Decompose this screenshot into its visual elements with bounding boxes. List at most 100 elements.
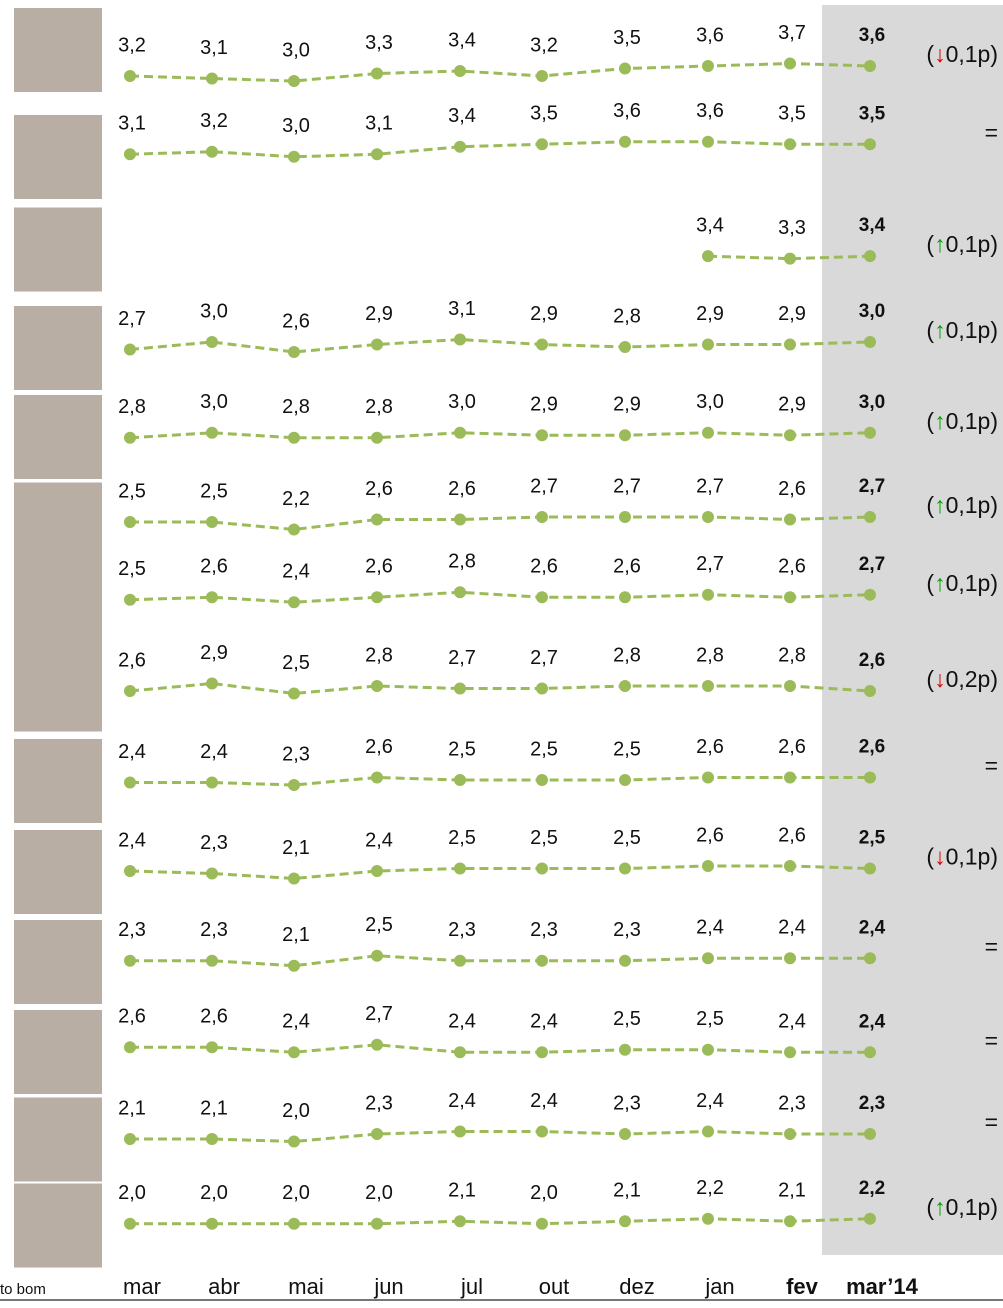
value-label: 2,3 (200, 919, 228, 941)
value-label: 2,6 (118, 1006, 146, 1028)
value-label: 2,6 (118, 649, 146, 671)
value-label: 3,0 (859, 392, 885, 413)
point (784, 338, 796, 351)
value-label: 2,6 (778, 736, 806, 758)
value-label: 2,5 (282, 652, 310, 674)
point (536, 70, 548, 82)
change-label: (↑0,1p) (926, 408, 998, 434)
point (702, 426, 714, 439)
value-label: 2,1 (448, 1180, 476, 1202)
point (206, 677, 218, 690)
point (288, 596, 300, 609)
point (864, 60, 876, 72)
point (784, 680, 796, 692)
point (864, 1212, 876, 1225)
value-label: 2,7 (859, 476, 885, 497)
point (288, 779, 300, 791)
point (864, 138, 876, 151)
value-label: 2,5 (696, 1008, 724, 1030)
portrait (14, 482, 102, 567)
point (206, 145, 218, 158)
value-label: 2,3 (118, 919, 146, 941)
x-tick-label: jul (460, 1274, 483, 1299)
portrait (14, 920, 102, 1004)
point (702, 60, 714, 72)
change-part: 0,1p) (946, 231, 998, 257)
point (536, 954, 548, 967)
change-label: (↓0,1p) (926, 844, 998, 870)
point (454, 1046, 466, 1059)
line (130, 954, 870, 968)
point (454, 65, 466, 77)
value-label: 2,8 (365, 396, 393, 418)
point (124, 148, 136, 161)
value-label: 2,5 (118, 480, 146, 502)
value-label: 2,4 (282, 1011, 310, 1033)
value-label: 2,6 (365, 736, 393, 758)
value-label: 3,4 (448, 105, 476, 127)
point (124, 1133, 136, 1145)
point (454, 954, 466, 967)
value-label: 3,0 (448, 391, 476, 413)
point (784, 1046, 796, 1059)
x-tick-label: mar’14 (846, 1274, 919, 1299)
value-label: 2,9 (778, 303, 806, 325)
change-part: ( (926, 1194, 934, 1220)
value-label: 3,6 (696, 24, 724, 46)
point (206, 591, 218, 604)
point (371, 865, 383, 877)
value-label: 2,5 (448, 738, 476, 760)
value-label: 2,8 (613, 644, 641, 666)
change-part: 0,1p) (946, 844, 998, 870)
value-label: 2,7 (530, 647, 558, 669)
change-part: ( (926, 317, 934, 343)
change-part: = (985, 933, 998, 959)
value-label: 2,5 (613, 738, 641, 760)
point (784, 771, 796, 784)
value-label: 3,6 (859, 25, 885, 46)
point (454, 586, 466, 599)
footnote: to bom (0, 1281, 46, 1298)
portrait (14, 830, 102, 914)
point (702, 511, 714, 523)
value-label: 3,6 (613, 100, 641, 122)
point (206, 336, 218, 348)
value-label: 2,6 (365, 556, 393, 578)
value-label: 2,9 (365, 303, 393, 325)
change-part: = (985, 119, 998, 145)
value-label: 2,8 (118, 396, 146, 418)
value-label: 3,1 (118, 113, 146, 135)
change-label: (↑0,1p) (926, 492, 998, 518)
value-label: 2,2 (696, 1177, 724, 1199)
portrait (14, 306, 102, 390)
value-label: 2,3 (365, 1092, 393, 1114)
point (288, 959, 300, 972)
value-label: 3,5 (778, 103, 806, 125)
value-label: 2,4 (448, 1090, 476, 1112)
change-part: 0,1p) (946, 317, 998, 343)
value-label: 2,6 (200, 1006, 228, 1028)
change-label: = (985, 1027, 998, 1053)
value-label: 2,6 (448, 478, 476, 500)
point (784, 1215, 796, 1228)
change-label: (↑0,1p) (926, 231, 998, 257)
portrait (14, 563, 102, 648)
portrait (14, 1010, 102, 1094)
value-label: 2,7 (613, 475, 641, 497)
value-label: 2,6 (859, 650, 885, 671)
point (784, 952, 796, 965)
value-label: 2,4 (365, 829, 393, 851)
value-label: 2,9 (696, 303, 724, 325)
value-label: 2,9 (200, 642, 228, 664)
value-label: 2,0 (282, 1182, 310, 1204)
highlight-column (822, 5, 1003, 1255)
change-part: = (985, 1027, 998, 1053)
point (619, 135, 631, 148)
value-label: 2,3 (778, 1092, 806, 1114)
portrait (14, 647, 102, 732)
value-label: 3,0 (282, 115, 310, 137)
value-label: 2,7 (530, 475, 558, 497)
value-label: 2,5 (118, 558, 146, 580)
value-label: 3,1 (448, 298, 476, 320)
